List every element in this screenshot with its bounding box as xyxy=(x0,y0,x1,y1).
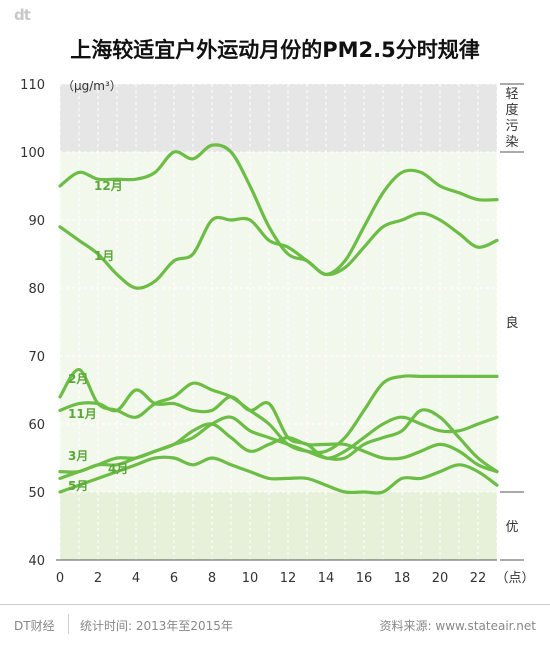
y-tick-label: 70 xyxy=(28,350,45,365)
x-tick-label: 6 xyxy=(170,571,178,586)
series-line-5 xyxy=(58,408,499,480)
y-tick-label: 50 xyxy=(28,486,45,501)
footer-source: 资料来源: www.stateair.net xyxy=(379,619,536,633)
band-0 xyxy=(60,84,497,152)
x-tick-label: 12 xyxy=(280,571,297,586)
band-label-char: 轻 xyxy=(505,87,518,102)
x-tick-label: 10 xyxy=(242,571,259,586)
footer-brand: DT财经 xyxy=(14,619,55,633)
x-tick-label: 18 xyxy=(394,571,411,586)
chart-title: 上海较适宜户外运动月份的PM2.5分时规律 xyxy=(70,38,480,62)
x-tick-label: 14 xyxy=(318,571,335,586)
chart-area: 40 50 60 70 80 90 100 110 （μg/m³） 0 2 4 6 8 10 12 14 16 18… xyxy=(20,78,534,586)
series-label: 11月 xyxy=(68,407,97,421)
series-label: 4月 xyxy=(108,462,128,476)
footer-stat-period: 统计时间: 2013年至2015年 xyxy=(80,619,233,633)
x-tick-label: 16 xyxy=(356,571,373,586)
x-tick-label: 22 xyxy=(470,571,487,586)
band-2 xyxy=(60,492,497,560)
footer: DT财经 统计时间: 2013年至2015年 资料来源: www.stateai… xyxy=(0,604,550,645)
y-tick-label: 110 xyxy=(20,78,45,93)
x-tick-label: 4 xyxy=(132,571,140,586)
x-tick-label: 8 xyxy=(208,571,216,586)
series-line-2 xyxy=(58,368,499,455)
band-label-char: 染 xyxy=(505,135,518,150)
x-tick-label: 20 xyxy=(432,571,449,586)
band-label: 良 xyxy=(505,315,518,331)
series-line-1 xyxy=(58,211,499,290)
y-axis-unit: （μg/m³） xyxy=(62,79,122,93)
y-tick-label: 40 xyxy=(28,554,45,569)
y-tick-label: 80 xyxy=(28,282,45,297)
brand-logo: dt xyxy=(14,6,31,24)
series-label: 5月 xyxy=(68,479,88,493)
band-label: 优 xyxy=(505,520,518,535)
x-axis-unit: （点） xyxy=(495,571,534,586)
series-line-6 xyxy=(58,455,499,495)
y-tick-label: 90 xyxy=(28,214,45,229)
series-label: 3月 xyxy=(68,449,88,463)
x-tick-label: 2 xyxy=(94,571,102,586)
y-tick-label: 100 xyxy=(20,146,45,161)
series-label: 1月 xyxy=(94,249,114,263)
series-line-0 xyxy=(58,143,499,276)
series-line-3 xyxy=(58,388,499,460)
x-tick-label: 0 xyxy=(56,571,64,586)
band-label-char: 度 xyxy=(505,102,518,118)
footer-divider xyxy=(68,614,69,634)
series-label: 12月 xyxy=(94,179,123,193)
band-label-char: 污 xyxy=(505,119,518,134)
y-tick-label: 60 xyxy=(28,418,45,433)
series-label: 2月 xyxy=(68,372,88,386)
